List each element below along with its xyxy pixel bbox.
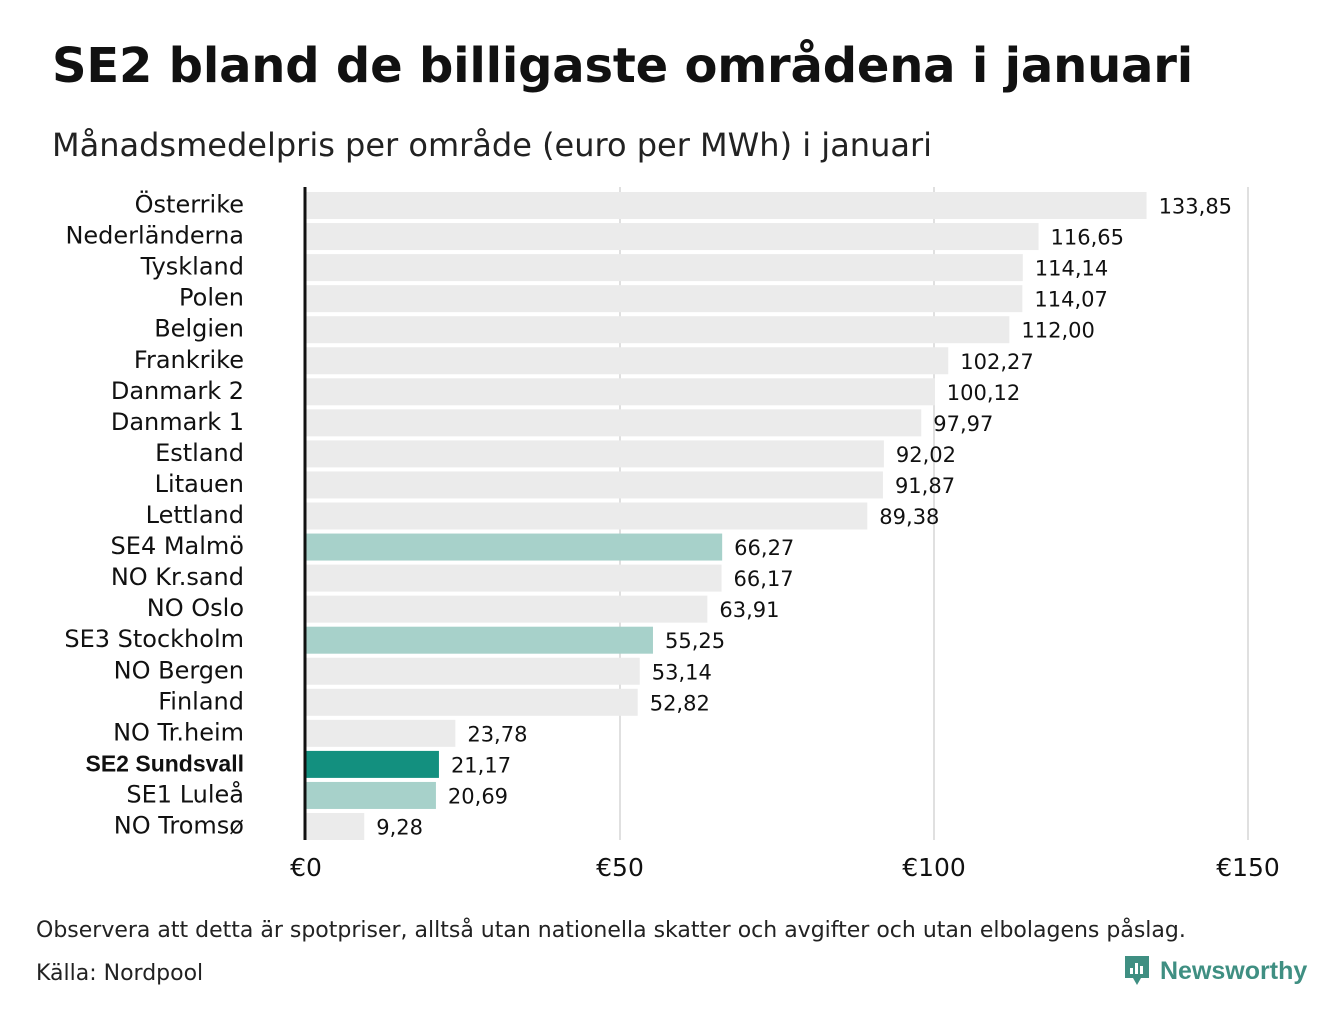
chart-bubble-icon (1125, 956, 1149, 985)
bar (306, 347, 949, 375)
bar (306, 409, 922, 437)
category-label: Danmark 2 (111, 377, 244, 405)
category-label: SE2 Sundsvall (85, 750, 244, 776)
category-label: Estland (155, 439, 244, 467)
bar (306, 533, 723, 561)
bar (306, 595, 708, 623)
value-label: 92,02 (896, 443, 956, 467)
value-label: 55,25 (665, 629, 725, 653)
bar (306, 471, 883, 499)
x-tick-label: €50 (596, 853, 644, 882)
bar (306, 502, 868, 530)
category-label: Frankrike (134, 346, 244, 374)
value-label: 21,17 (451, 753, 511, 777)
category-label: SE4 Malmö (111, 532, 244, 560)
x-tick-label: €0 (290, 853, 322, 882)
category-label: Polen (179, 284, 244, 312)
category-label: Danmark 1 (111, 408, 244, 436)
value-label: 114,07 (1034, 288, 1107, 312)
source-note: Källa: Nordpool (36, 961, 204, 986)
category-label: Litauen (155, 470, 244, 498)
value-label: 102,27 (960, 350, 1033, 374)
category-label: Finland (158, 687, 244, 715)
value-label: 114,14 (1035, 257, 1108, 281)
bar (306, 316, 1010, 344)
bar (306, 378, 935, 406)
value-label: 133,85 (1159, 195, 1232, 219)
bar (306, 285, 1023, 313)
category-label: Tyskland (140, 253, 244, 281)
category-label: Belgien (154, 315, 244, 343)
category-label: Nederländerna (65, 222, 244, 250)
value-label: 100,12 (947, 381, 1020, 405)
category-label: SE1 Luleå (126, 779, 244, 808)
bar (306, 688, 638, 716)
value-label: 91,87 (895, 474, 955, 498)
value-label: 97,97 (933, 412, 993, 436)
bar (306, 719, 456, 747)
value-label: 66,27 (734, 536, 794, 560)
bar (306, 192, 1147, 219)
value-label: 66,17 (734, 567, 794, 591)
bar-chart: 133,85 Österrike 116,65 Nederländerna 114,14… (64, 187, 1280, 882)
value-label: 23,78 (467, 722, 527, 746)
footnote: Observera att detta är spotpriser, allts… (36, 918, 1186, 943)
value-label: 63,91 (719, 598, 779, 622)
chart-subtitle: Månadsmedelpris per område (euro per MWh… (52, 126, 933, 164)
bar (306, 813, 365, 840)
newsworthy-logo: Newsworthy (1122, 954, 1307, 988)
category-label: NO Tromsø (114, 812, 244, 840)
category-label: Lettland (146, 501, 244, 529)
bar (306, 440, 884, 468)
bar (306, 254, 1023, 282)
chart-title: SE2 bland de billigaste områdena i janua… (52, 38, 1193, 94)
bar (306, 657, 640, 685)
bar (306, 223, 1039, 251)
x-tick-label: €100 (902, 853, 966, 882)
value-label: 116,65 (1051, 226, 1124, 250)
category-label: NO Bergen (114, 656, 244, 684)
category-label: Österrike (135, 190, 244, 219)
x-tick-label: €150 (1216, 853, 1280, 882)
bar (306, 626, 653, 654)
bar (306, 564, 722, 592)
category-label: SE3 Stockholm (64, 625, 244, 653)
bar (306, 750, 439, 778)
value-label: 112,00 (1021, 319, 1094, 343)
category-label: NO Kr.sand (111, 563, 244, 591)
value-label: 52,82 (650, 691, 710, 715)
value-label: 89,38 (879, 505, 939, 529)
bar (306, 781, 436, 809)
category-label: NO Tr.heim (113, 718, 244, 746)
value-label: 9,28 (376, 816, 423, 840)
value-label: 53,14 (652, 660, 712, 684)
logo-text: Newsworthy (1160, 956, 1308, 985)
category-label: NO Oslo (147, 594, 244, 622)
value-label: 20,69 (448, 784, 508, 808)
